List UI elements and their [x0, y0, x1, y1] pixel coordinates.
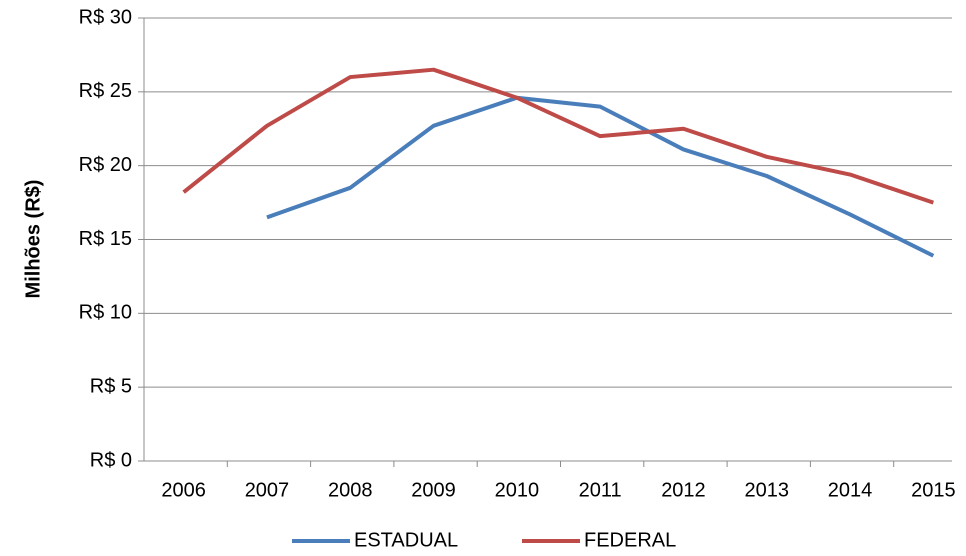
x-tick-label: 2006: [161, 479, 206, 501]
x-tick-label: 2013: [745, 479, 790, 501]
series-line: [182, 67, 934, 205]
legend-label: ESTADUAL: [354, 529, 458, 551]
x-tick-label: 2014: [828, 479, 873, 501]
legend-label: FEDERAL: [584, 529, 676, 551]
y-tick-label: R$ 5: [90, 375, 132, 397]
x-tick-label: 2012: [661, 479, 706, 501]
x-tick-label: 2009: [411, 479, 456, 501]
x-tick-label: 2011: [579, 479, 622, 501]
x-tick-label: 2007: [245, 479, 290, 501]
x-tick-label: 2008: [328, 479, 373, 501]
series-line: [266, 95, 935, 258]
x-tick-label: 2015: [911, 479, 956, 501]
x-tick-label: 2010: [495, 479, 540, 501]
y-tick-label: R$ 30: [79, 6, 132, 28]
y-tick-label: R$ 10: [79, 302, 132, 324]
y-tick-label: R$ 0: [90, 449, 132, 471]
y-tick-label: R$ 25: [79, 80, 132, 102]
y-axis-label: Milhões (R$): [22, 180, 44, 299]
y-tick-label: R$ 20: [79, 154, 132, 176]
y-tick-label: R$ 15: [79, 228, 132, 250]
